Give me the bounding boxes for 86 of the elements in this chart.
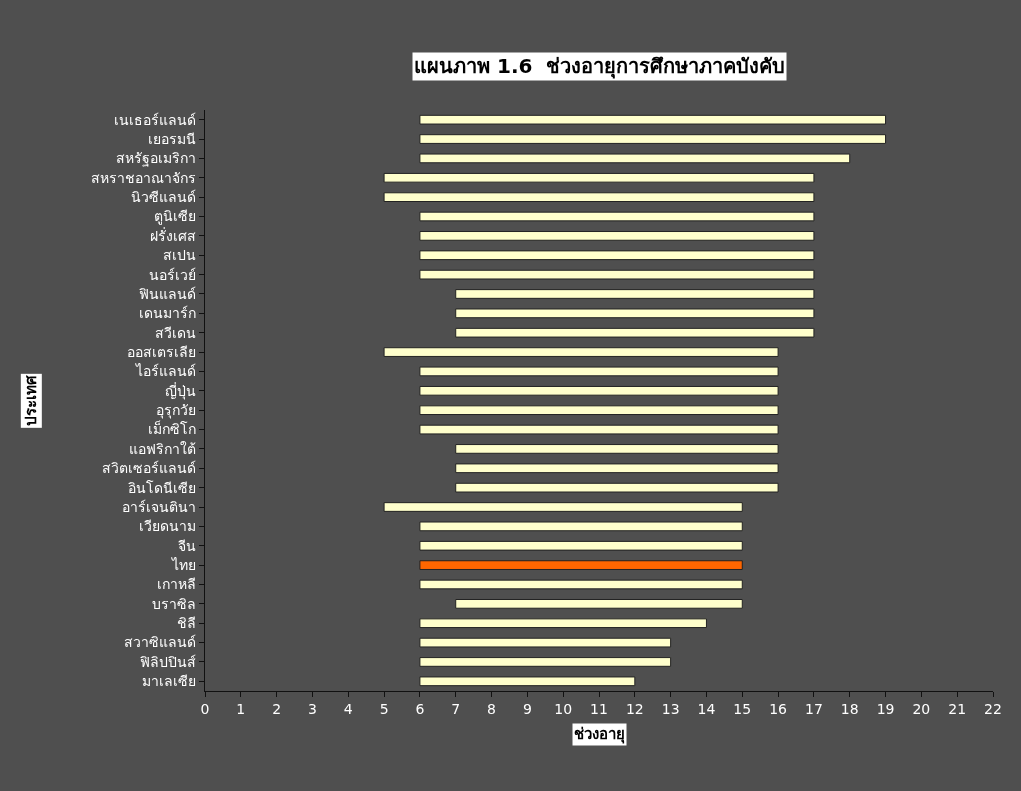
y-axis-title: ประเทศ	[22, 375, 41, 427]
y-tick-label: ฟินแลนด์	[139, 285, 197, 302]
bar	[383, 172, 815, 183]
bar	[419, 231, 815, 241]
bar	[419, 114, 887, 125]
bar	[419, 405, 779, 416]
y-tick-label: ชิลี	[177, 615, 197, 632]
y-tick-label: บราซิล	[152, 595, 197, 612]
y-tick-label: ญี่ปุ่น	[165, 381, 197, 400]
y-tick-label: เยอรมนี	[148, 130, 197, 147]
x-tick-label: 22	[984, 700, 1002, 717]
x-axis-title: ช่วงอายุ	[574, 725, 625, 744]
bar	[419, 269, 815, 280]
bar	[419, 637, 672, 648]
y-tick-label: นอร์เวย์	[149, 266, 197, 283]
bar	[419, 579, 743, 590]
bar	[419, 424, 779, 435]
bar	[419, 211, 815, 222]
y-tick-label: สวาซิแลนด์	[124, 634, 197, 651]
x-tick-label: 14	[697, 700, 716, 717]
y-tick-label: เนเธอร์แลนด์	[114, 111, 197, 128]
bar	[419, 250, 815, 261]
bar	[383, 192, 815, 203]
x-tick-label: 17	[805, 700, 823, 717]
y-tick-label: มาเลเซีย	[142, 673, 197, 690]
y-tick-label: สหรัฐอเมริกา	[116, 150, 197, 168]
y-tick-label: เกาหลี	[157, 576, 197, 593]
y-tick-label: สเปน	[163, 247, 197, 264]
y-tick-label: เวียดนาม	[139, 518, 197, 535]
x-tick-label: 12	[625, 700, 644, 717]
x-tick-label: 18	[840, 700, 859, 717]
x-tick-label: 2	[272, 700, 282, 717]
y-tick-label: อินโดนีเซีย	[128, 479, 197, 496]
y-tick-label: เม็กซิโก	[148, 420, 197, 438]
x-tick-label: 16	[769, 700, 788, 717]
x-tick-label: 20	[912, 700, 931, 717]
y-tick-label: แอฟริกาใต้	[129, 440, 197, 457]
x-tick-label: 9	[522, 700, 532, 717]
x-tick-label: 21	[948, 700, 967, 717]
bar	[419, 657, 672, 667]
y-tick-label: สหราชอาณาจักร	[91, 169, 197, 186]
x-tick-label: 8	[487, 700, 497, 717]
x-tick-label: 0	[200, 700, 210, 717]
bar	[455, 463, 779, 474]
y-tick-label: ตูนิเซีย	[154, 208, 197, 226]
bar	[419, 134, 887, 144]
y-tick-label: ไอร์แลนด์	[135, 363, 197, 380]
y-tick-label: ไทย	[171, 557, 197, 574]
bar	[455, 598, 743, 609]
bar	[455, 289, 815, 299]
y-tick-label: สวิตเซอร์แลนด์	[102, 460, 197, 477]
x-tick-label: 4	[343, 700, 353, 717]
y-tick-label: ออสเตรเลีย	[127, 343, 197, 360]
bar	[419, 540, 743, 551]
bar	[419, 521, 743, 532]
bar	[419, 676, 636, 687]
bar	[419, 366, 779, 377]
x-tick-label: 10	[554, 700, 573, 717]
y-tick-label: นิวซีแลนด์	[131, 189, 197, 206]
x-tick-label: 1	[236, 700, 246, 717]
x-tick-label: 5	[379, 700, 389, 717]
y-tick-label: จีน	[178, 537, 197, 554]
bar	[455, 308, 815, 319]
bar	[455, 482, 779, 493]
x-tick-label: 6	[415, 700, 425, 717]
bar	[455, 444, 779, 454]
bar	[455, 327, 815, 338]
y-tick-label: ฟิลิปปินส์	[140, 653, 197, 670]
x-tick-label: 3	[307, 700, 317, 717]
y-tick-label: อุรุกวัย	[156, 402, 197, 420]
x-tick-label: 13	[661, 700, 680, 717]
bar	[419, 385, 779, 396]
bar	[419, 153, 851, 164]
x-tick-label: 7	[451, 700, 461, 717]
bar	[419, 560, 743, 570]
y-tick-label: ฝรั่งเศส	[150, 226, 197, 244]
x-tick-label: 11	[590, 700, 608, 717]
y-tick-label: เดนมาร์ก	[139, 305, 197, 322]
x-tick-label: 15	[733, 700, 752, 717]
bar	[383, 347, 779, 357]
y-tick-label: อาร์เจนตินา	[122, 498, 197, 515]
chart-title: แผนภาพ 1.6 ช่วงอายุการศึกษาภาคบังคับ	[414, 54, 786, 79]
x-tick-label: 19	[876, 700, 895, 717]
bar	[419, 618, 707, 629]
bar	[383, 502, 743, 512]
y-tick-label: สวีเดน	[155, 324, 197, 341]
